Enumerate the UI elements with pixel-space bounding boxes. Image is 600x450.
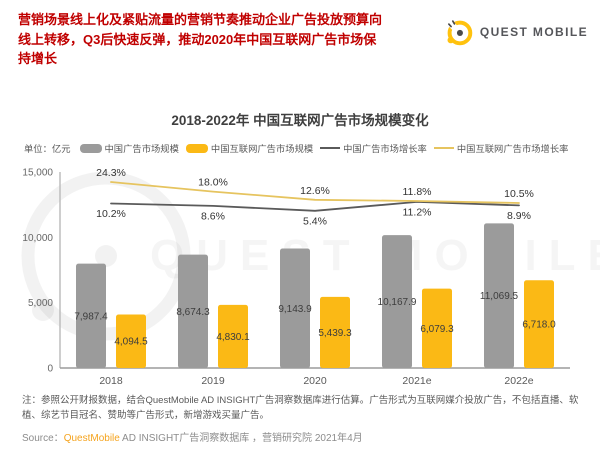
legend-swatch-line: [433, 147, 454, 149]
bar-total-market-2020: [280, 248, 310, 368]
bar-internet-ad-2021e: [422, 288, 452, 368]
bar-total-label-2020: 9,143.9: [278, 304, 312, 315]
source-brand: QuestMobile: [63, 433, 120, 444]
bars: 7,987.4 4,094.5 8,674.3 4,830.1 9,143.9 5,439…: [74, 223, 556, 368]
x-label-2019: 2019: [201, 375, 225, 387]
y-tick-3: 15,000: [22, 168, 53, 179]
pct-label-1-2018: 24.3%: [96, 167, 126, 179]
legend-label: 中国互联网广告市场规模: [210, 144, 314, 154]
legend-item-2: 中国广告市场增长率: [320, 141, 427, 155]
legend: 单位：亿元 中国广告市场规模 中国互联网广告市场规模 中国广告市场增长率 中国互联网广…: [24, 141, 596, 155]
source-suffix: AD INSIGHT广告洞察数据库 ，营销研究院 2021年4月: [119, 433, 363, 444]
bar-total-label-2022e: 11,069.5: [480, 291, 519, 302]
bar-internet-label-2019: 4,830.1: [216, 332, 250, 343]
pct-label-1-2021e: 11.8%: [403, 186, 432, 198]
bar-total-label-2018: 7,987.4: [74, 311, 108, 322]
bar-total-market-2019: [178, 254, 208, 368]
bar-internet-ad-2020: [320, 296, 350, 368]
pct-label-0-2022e: 8.9%: [507, 210, 531, 222]
y-tick-0: 0: [47, 364, 53, 375]
pct-label-0-2019: 8.6%: [201, 210, 225, 222]
pct-label-0-2020: 5.4%: [303, 215, 327, 227]
bar-internet-label-2020: 5,439.3: [318, 328, 352, 339]
legend-label: 中国广告市场规模: [104, 144, 179, 154]
y-tick-1: 5,000: [28, 298, 53, 309]
questmobile-logo-text: QUEST MOBILE: [479, 25, 588, 39]
legend-swatch-bar: [185, 143, 208, 153]
watermark: QUEST MOBILE: [21, 171, 600, 341]
questmobile-logo: QUEST MOBILE: [442, 16, 588, 48]
headline: 营销场景线上化及紧贴流量的营销节奏推动企业广告投放预算向 线上转移，Q3后快速反…: [18, 10, 466, 69]
questmobile-logo-icon: [442, 16, 473, 46]
pct-label-1-2019: 18.0%: [198, 177, 228, 189]
source-prefix: Source：: [22, 433, 64, 444]
bar-total-market-2018: [76, 263, 106, 368]
bar-internet-ad-2018: [116, 314, 146, 368]
bar-internet-label-2018: 4,094.5: [114, 337, 148, 348]
line-series-0: 10.2% 8.6% 5.4% 11.2% 8.9%: [96, 201, 531, 227]
legend-swatch-line: [320, 147, 341, 149]
x-label-2018: 2018: [99, 375, 123, 387]
headline-line-3: 持增长: [18, 51, 58, 66]
legend-item-0: 中国广告市场规模: [79, 141, 179, 155]
y-tick-2: 10,000: [22, 233, 53, 244]
watermark-text: QUEST MOBILE: [150, 231, 600, 280]
pct-label-0-2018: 10.2%: [96, 208, 126, 220]
legend-label: 中国互联网广告市场增长率: [456, 144, 569, 154]
bar-internet-ad-2019: [218, 304, 248, 368]
growth-line-1: [110, 181, 520, 204]
x-label-2021e: 2021e: [402, 375, 431, 387]
pct-label-1-2020: 12.6%: [300, 185, 330, 197]
chart-title: 2018-2022年 中国互联网广告市场规模变化: [171, 113, 429, 128]
bar-internet-label-2021e: 6,079.3: [420, 324, 454, 335]
bar-internet-label-2022e: 6,718.0: [522, 320, 556, 331]
bar-line-chart: QUEST MOBILE 0 5,000 10,000 15,000 7,987.4 4,0…: [21, 167, 600, 387]
pct-label-0-2021e: 11.2%: [403, 206, 432, 218]
legend-swatch-bar: [79, 143, 102, 153]
x-label-2020: 2020: [303, 375, 327, 387]
legend-items: 中国广告市场规模 中国互联网广告市场规模 中国广告市场增长率 中国互联网广告市场增长率: [79, 141, 576, 155]
x-axis-labels: 2018 2019 2020 2021e 2022e: [99, 375, 533, 387]
source-line: Source：QuestMobile AD INSIGHT广告洞察数据库 ，营销…: [22, 429, 363, 444]
headline-line-2: 线上转移，Q3后快速反弹，推动2020年中国互联网广告市场保: [18, 31, 377, 47]
headline-line-1: 营销场景线上化及紧贴流量的营销节奏推动企业广告投放预算向: [18, 12, 383, 27]
bar-total-label-2019: 8,674.3: [176, 307, 210, 318]
axes: 0 5,000 10,000 15,000: [22, 168, 570, 375]
legend-label: 中国广告市场增长率: [343, 144, 427, 154]
pct-label-1-2022e: 10.5%: [504, 188, 534, 200]
bar-total-market-2022e: [484, 223, 514, 368]
bar-total-market-2021e: [382, 235, 412, 368]
growth-line-0: [110, 201, 520, 212]
footnote: 注：参照公开财报数据，结合QuestMobile AD INSIGHT广告洞察数…: [22, 395, 579, 421]
bar-internet-ad-2022e: [524, 280, 554, 368]
line-series-1: 24.3% 18.0% 12.6% 11.8% 10.5%: [96, 167, 534, 204]
legend-item-3: 中国互联网广告市场增长率: [433, 141, 569, 155]
legend-item-1: 中国互联网广告市场规模: [185, 141, 314, 155]
unit-label: 单位：亿元: [24, 144, 71, 154]
bar-total-label-2021e: 10,167.9: [378, 297, 417, 308]
x-label-2022e: 2022e: [504, 375, 533, 387]
